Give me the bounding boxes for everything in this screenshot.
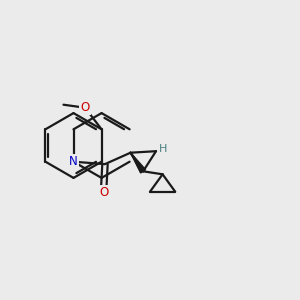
Text: H: H: [158, 144, 167, 154]
Text: O: O: [80, 101, 90, 114]
Text: O: O: [99, 186, 108, 199]
Text: N: N: [69, 155, 78, 168]
Polygon shape: [130, 153, 146, 173]
